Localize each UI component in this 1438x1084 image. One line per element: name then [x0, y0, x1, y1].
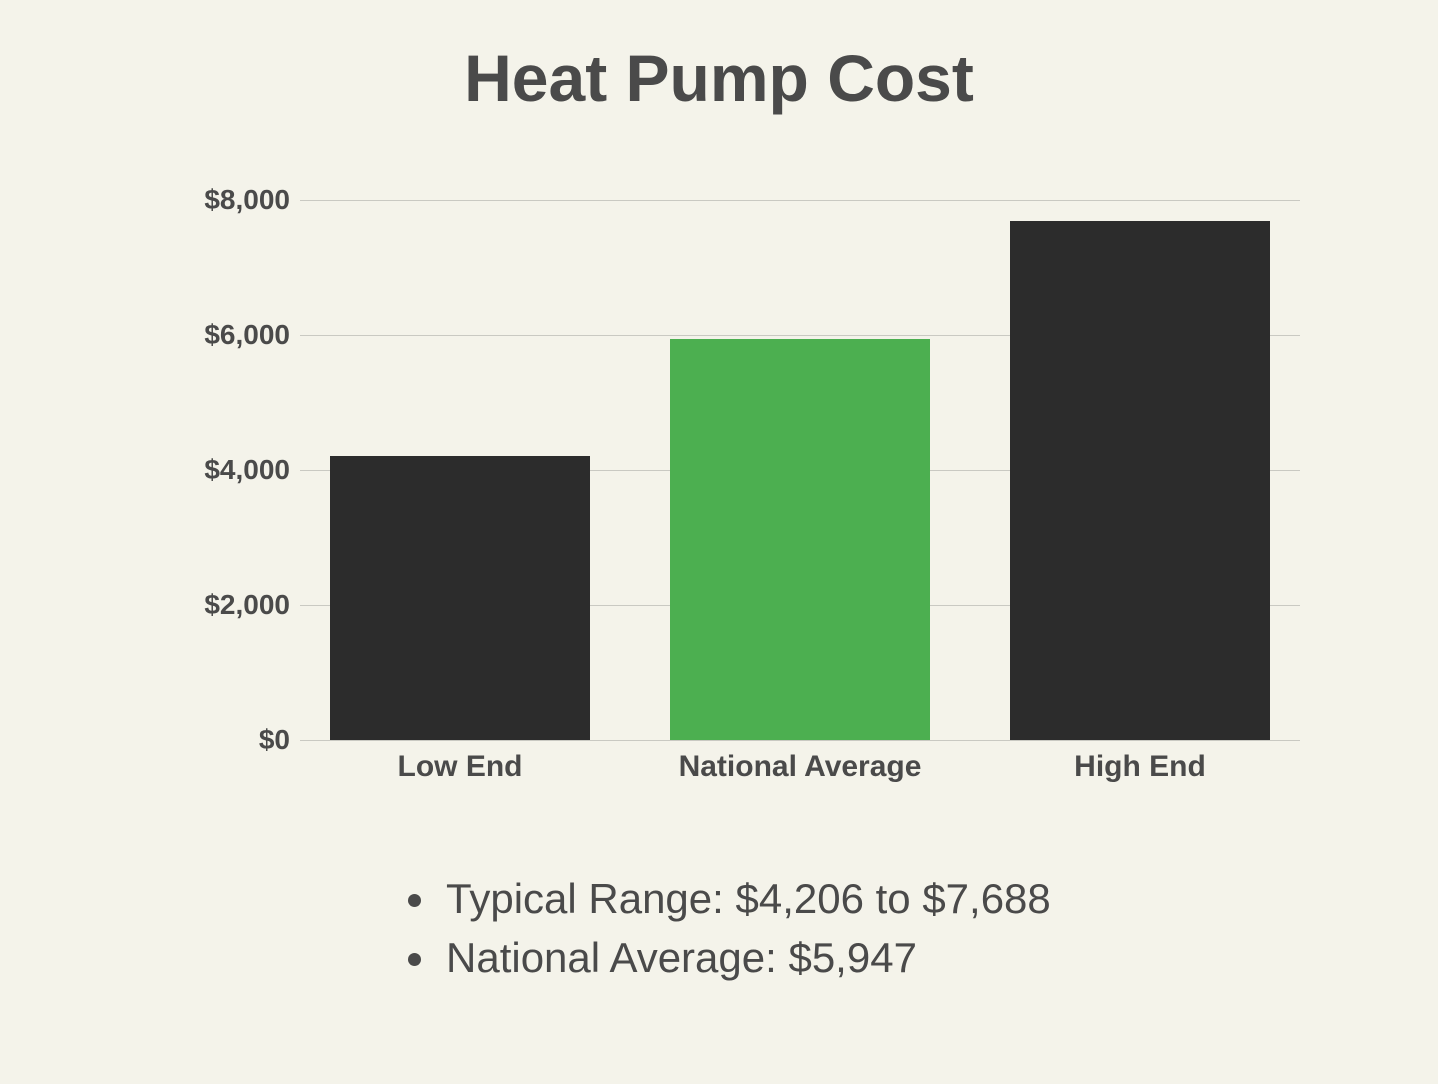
y-tick-label: $6,000 [170, 319, 290, 351]
x-axis-label: National Average [679, 750, 922, 784]
page: Heat Pump Cost $0 $2,000 $4,000 $6,000 $8,00… [0, 0, 1438, 1084]
y-tick-label: $2,000 [170, 589, 290, 621]
bullet-list: Typical Range: $4,206 to $7,688 National… [400, 870, 1051, 988]
bar-chart: $0$2,000$4,000$6,000$8,000Low EndNationa… [170, 190, 1300, 790]
bar [330, 456, 590, 740]
bullet-item: Typical Range: $4,206 to $7,688 [440, 870, 1051, 929]
x-axis-label: Low End [398, 750, 523, 784]
x-axis-label: High End [1074, 750, 1206, 784]
bar [670, 339, 930, 740]
summary-bullets: Typical Range: $4,206 to $7,688 National… [400, 870, 1051, 988]
bar [1010, 221, 1270, 740]
y-tick-label: $4,000 [170, 454, 290, 486]
bullet-item: National Average: $5,947 [440, 929, 1051, 988]
y-tick-label: $8,000 [170, 184, 290, 216]
y-tick-label: $0 [170, 724, 290, 756]
gridline [300, 200, 1300, 201]
chart-title: Heat Pump Cost [0, 40, 1438, 116]
plot-area [300, 200, 1300, 741]
